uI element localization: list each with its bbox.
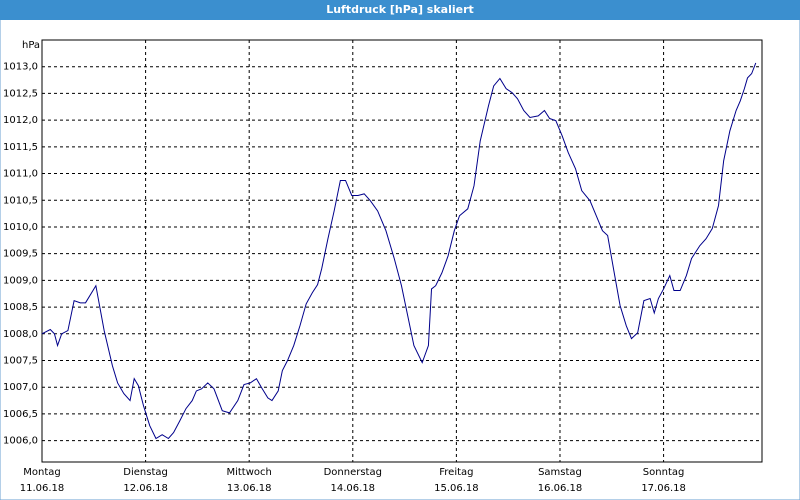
title-bar (0, 0, 800, 20)
y-tick-label: 1007,5 (3, 356, 38, 367)
y-tick-label: 1013,0 (3, 62, 38, 73)
x-tick-label: 12.06.18 (123, 483, 168, 494)
y-tick-label: 1010,5 (3, 195, 38, 206)
x-tick-label: 14.06.18 (331, 483, 376, 494)
y-axis-label: hPa (22, 40, 40, 51)
y-tick-label: 1011,5 (3, 142, 38, 153)
chart-title: Luftdruck [hPa] skaliert (326, 3, 474, 16)
x-tick-label: 11.06.18 (20, 483, 65, 494)
y-tick-label: 1009,0 (3, 275, 38, 286)
y-tick-label: 1010,0 (3, 222, 38, 233)
y-tick-label: 1007,0 (3, 382, 38, 393)
y-tick-label: 1008,0 (3, 329, 38, 340)
line (41, 62, 757, 440)
x-tick-label: 13.06.18 (227, 483, 272, 494)
x-tick-label: Dienstag (123, 467, 168, 478)
x-tick-label: Montag (23, 467, 60, 478)
y-tick-label: 1012,5 (3, 88, 38, 99)
y-tick-label: 1009,5 (3, 249, 38, 260)
x-tick-label: Mittwoch (226, 467, 271, 478)
x-tick-label: 15.06.18 (434, 483, 479, 494)
y-tick-label: 1012,0 (3, 115, 38, 126)
x-tick-label: 16.06.18 (538, 483, 583, 494)
x-tick-label: Samstag (538, 467, 582, 478)
plot-area (41, 39, 763, 463)
y-tick-label: 1011,0 (3, 169, 38, 180)
y-tick-label: 1006,5 (3, 409, 38, 420)
y-tick-label: 1008,5 (3, 302, 38, 313)
x-tick-label: Donnerstag (324, 467, 382, 478)
x-tick-label: 17.06.18 (641, 483, 686, 494)
y-tick-label: 1006,0 (3, 436, 38, 447)
x-tick-label: Freitag (439, 467, 473, 478)
x-tick-label: Sonntag (643, 467, 685, 478)
